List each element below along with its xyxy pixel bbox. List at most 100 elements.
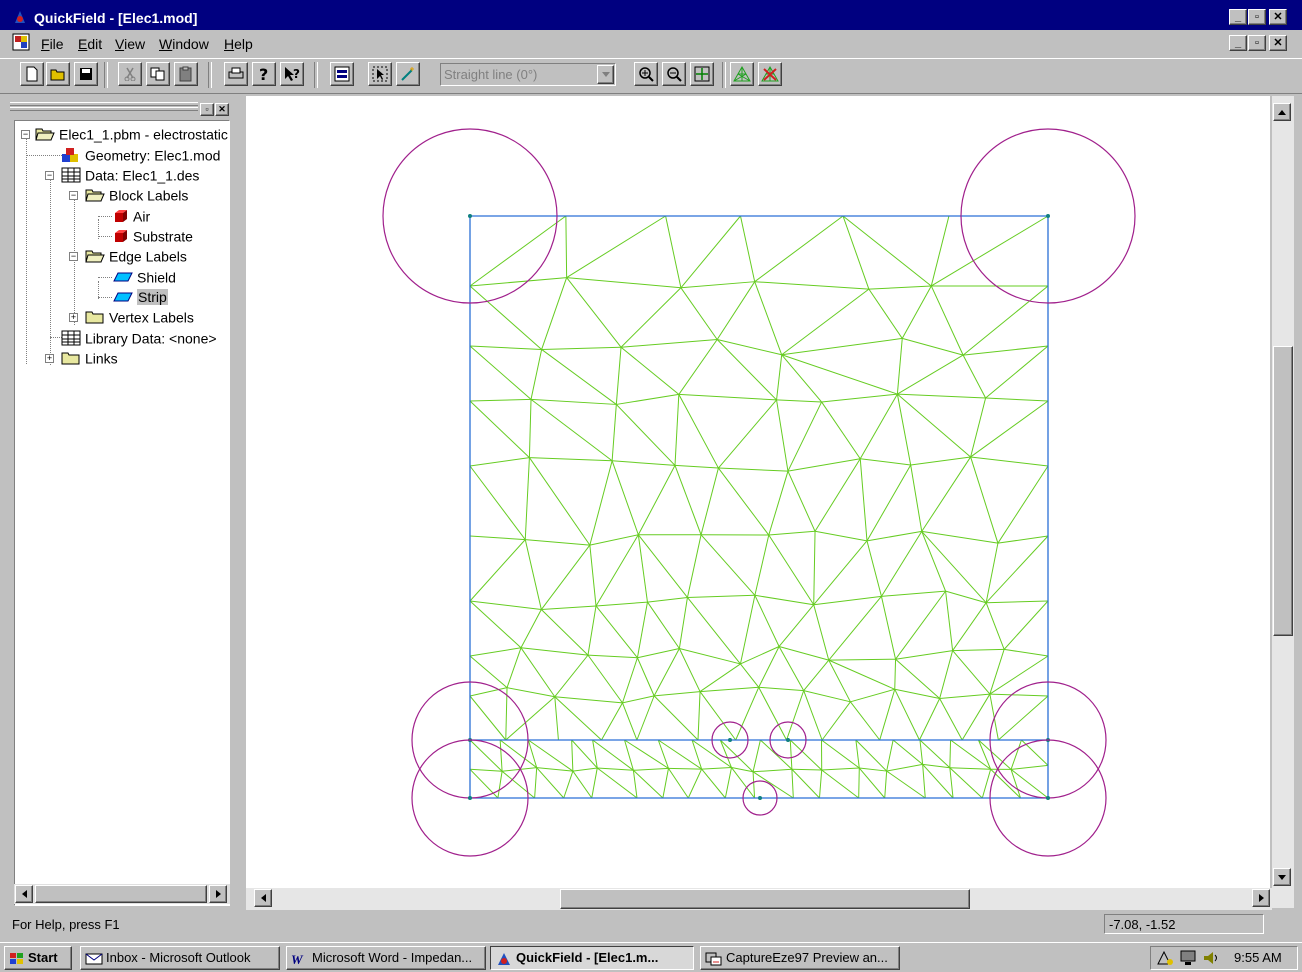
start-button[interactable]: Start: [4, 946, 72, 970]
vertex-point[interactable]: [1046, 214, 1050, 218]
remove-mesh-button[interactable]: [758, 62, 782, 86]
scroll-down-button[interactable]: [1273, 868, 1291, 886]
tree-expander[interactable]: −: [69, 190, 78, 200]
document-system-menu-icon[interactable]: [12, 33, 30, 51]
tray-volume-icon[interactable]: [1202, 950, 1222, 966]
vertical-scroll-thumb[interactable]: [1273, 346, 1293, 636]
menu-help[interactable]: Help: [224, 36, 253, 52]
vertex-point[interactable]: [468, 214, 472, 218]
scroll-thumb[interactable]: [35, 885, 207, 903]
context-help-button[interactable]: ?: [280, 62, 304, 86]
model-canvas[interactable]: [246, 96, 1270, 888]
scroll-left-button[interactable]: [254, 889, 272, 907]
tree-node-shield[interactable]: Shield: [113, 268, 176, 285]
mdi-close-button[interactable]: ✕: [1269, 35, 1287, 51]
task-outlook[interactable]: Inbox - Microsoft Outlook: [80, 946, 280, 970]
tree-node-air[interactable]: Air: [113, 207, 150, 224]
line-type-select[interactable]: Straight line (0°): [440, 63, 616, 86]
tree-expander[interactable]: +: [45, 353, 54, 363]
tray-monitor-icon[interactable]: [1180, 950, 1198, 966]
tree-node-library-data[interactable]: Library Data: <none>: [61, 329, 217, 346]
quickfield-app-icon[interactable]: [12, 9, 28, 25]
taskbar-clock: 9:55 AM: [1234, 950, 1282, 965]
mesh-edge: [970, 400, 1049, 458]
mesh-edge: [970, 397, 987, 458]
scroll-right-button[interactable]: [209, 885, 227, 903]
zoom-in-button[interactable]: [634, 62, 658, 86]
task-captureeze[interactable]: CaptureEze97 Preview an...: [700, 946, 900, 970]
tree-node-edge-labels[interactable]: Edge Labels: [85, 247, 187, 264]
vertex-point[interactable]: [468, 796, 472, 800]
tree-expander[interactable]: −: [45, 170, 54, 180]
mesh-edge: [505, 696, 556, 741]
help-button[interactable]: ?: [252, 62, 276, 86]
model-button[interactable]: [330, 62, 354, 86]
tree-node-block-labels[interactable]: Block Labels: [85, 186, 188, 203]
line-type-dropdown-button[interactable]: [597, 65, 614, 84]
mesh-edge: [520, 647, 589, 656]
tree-node-strip[interactable]: Strip: [113, 288, 168, 306]
mesh-edge: [700, 686, 759, 693]
status-help-text: For Help, press F1: [12, 917, 120, 932]
task-word[interactable]: W Microsoft Word - Impedan...: [286, 946, 486, 970]
tree-node-substrate[interactable]: Substrate: [113, 227, 193, 244]
tree-node-data[interactable]: Data: Elec1_1.des: [61, 166, 199, 183]
vertex-point[interactable]: [728, 738, 732, 742]
tree-expander[interactable]: −: [69, 251, 78, 261]
vertex-point[interactable]: [786, 738, 790, 742]
open-button[interactable]: [46, 62, 70, 86]
build-mesh-button[interactable]: [730, 62, 754, 86]
horizontal-scroll-thumb[interactable]: [560, 889, 970, 909]
tree-node-geometry[interactable]: Geometry: Elec1.mod: [61, 146, 220, 163]
scroll-left-button[interactable]: [15, 885, 33, 903]
vertex-point[interactable]: [758, 796, 762, 800]
cut-button[interactable]: [118, 62, 142, 86]
mesh-edge: [978, 739, 992, 770]
menu-window[interactable]: Window: [159, 36, 209, 52]
mesh-edge: [945, 591, 954, 651]
mesh-drawing[interactable]: [246, 96, 1270, 888]
tree-node-problem[interactable]: Elec1_1.pbm - electrostatic: [35, 125, 228, 142]
select-button[interactable]: [368, 62, 392, 86]
outlook-icon: [85, 953, 103, 965]
maximize-button[interactable]: ▫: [1248, 9, 1266, 25]
tree-expander[interactable]: +: [69, 312, 78, 322]
mesh-edge: [717, 339, 782, 356]
close-button[interactable]: ✕: [1269, 9, 1287, 25]
mdi-minimize-button[interactable]: _: [1229, 35, 1247, 51]
pane-close-button[interactable]: ✕: [215, 103, 229, 116]
zoom-fit-button[interactable]: [690, 62, 714, 86]
scroll-up-button[interactable]: [1273, 103, 1291, 121]
mesh-edge: [541, 346, 622, 350]
menu-edit[interactable]: Edit: [78, 36, 103, 52]
title-bar[interactable]: QuickField - [Elec1.mod]: [0, 0, 1302, 30]
copy-button[interactable]: [146, 62, 170, 86]
zoom-out-button[interactable]: [662, 62, 686, 86]
scroll-right-button[interactable]: [1252, 889, 1270, 907]
mesh-edge: [859, 767, 887, 772]
mesh-edge: [524, 457, 530, 540]
menu-file[interactable]: File: [41, 36, 64, 52]
problem-tree[interactable]: − Elec1_1.pbm - electrostatic Geometry: …: [14, 120, 230, 906]
task-quickfield[interactable]: QuickField - [Elec1.m...: [490, 946, 694, 970]
mesh-edge: [700, 467, 719, 535]
save-button[interactable]: [74, 62, 98, 86]
tree-node-links[interactable]: Links: [61, 349, 118, 366]
vertex-point[interactable]: [1046, 796, 1050, 800]
mdi-restore-button[interactable]: ▫: [1248, 35, 1266, 51]
tree-node-vertex-labels[interactable]: Vertex Labels: [85, 308, 194, 325]
pane-gripper[interactable]: [10, 102, 198, 112]
menu-view[interactable]: View: [115, 36, 146, 52]
mesh-edge: [895, 590, 946, 660]
tray-network-icon[interactable]: [1156, 950, 1178, 966]
tree-horizontal-scrollbar[interactable]: [14, 884, 230, 904]
pane-restore-button[interactable]: ▫: [200, 103, 214, 116]
tree-expander[interactable]: −: [21, 129, 30, 139]
new-button[interactable]: [20, 62, 44, 86]
wand-button[interactable]: [396, 62, 420, 86]
mesh-edge: [541, 277, 568, 350]
paste-button[interactable]: [174, 62, 198, 86]
mesh-edge: [949, 739, 952, 768]
minimize-button[interactable]: _: [1229, 9, 1247, 25]
print-button[interactable]: [224, 62, 248, 86]
